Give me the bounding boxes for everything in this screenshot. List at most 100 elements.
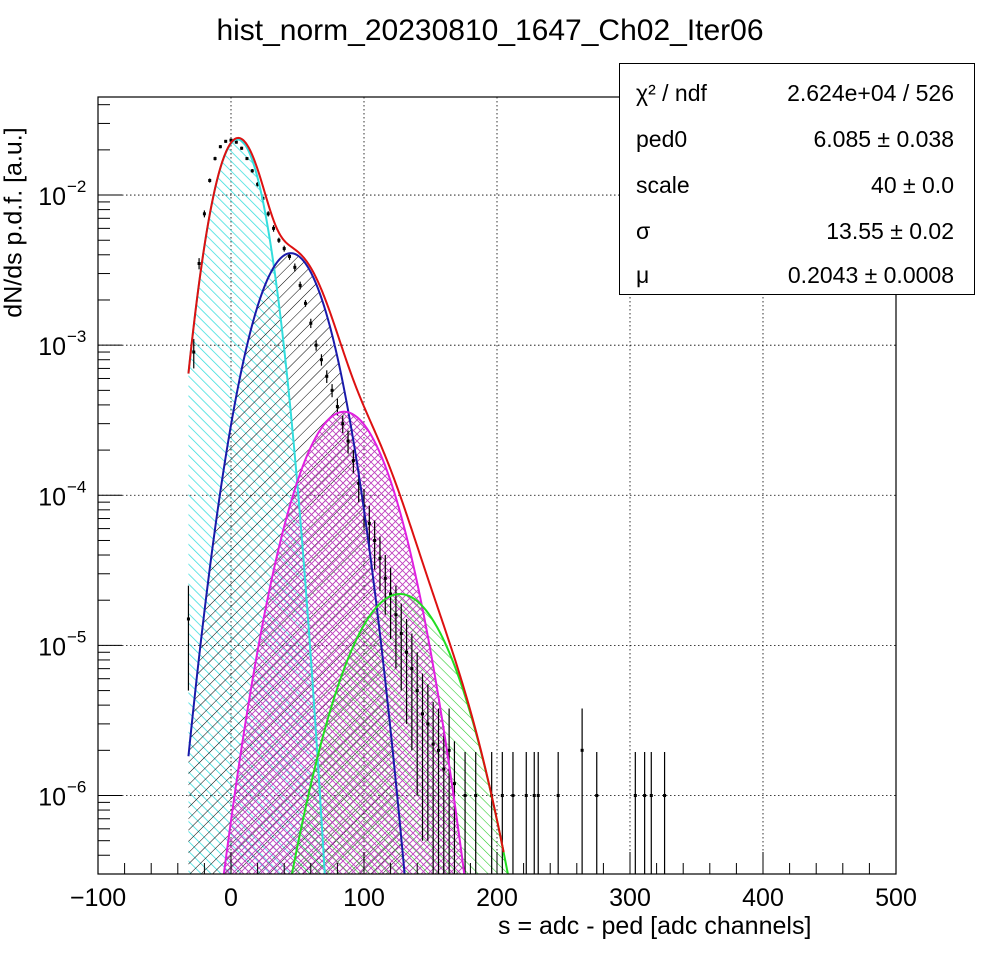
data-point [421, 712, 425, 716]
data-point [436, 748, 440, 752]
data-point [186, 617, 190, 621]
data-point [224, 139, 228, 143]
data-point [405, 650, 409, 654]
data-point [330, 388, 334, 392]
data-point [643, 794, 647, 798]
data-point [500, 794, 504, 798]
data-point [240, 146, 244, 150]
data-point [234, 140, 238, 144]
data-point [256, 182, 260, 186]
y-tick-exponent: −2 [67, 177, 86, 196]
y-tick-exponent: −3 [67, 327, 86, 346]
y-tick-label: 10 [38, 483, 66, 511]
stat-row-chi2: χ² / ndf 2.624e+04 / 526 [620, 72, 974, 118]
data-point [266, 212, 270, 216]
data-point [303, 301, 307, 305]
fit-curves [187, 136, 509, 874]
stat-row-scale: scale 40 ± 0.0 [620, 164, 974, 210]
data-point [556, 794, 560, 798]
stat-name: scale [636, 172, 690, 198]
data-point [229, 138, 233, 142]
data-point [410, 667, 414, 671]
x-tick-label: −100 [70, 884, 126, 912]
y-tick-exponent: −4 [67, 477, 86, 496]
data-point [250, 169, 254, 173]
data-point [218, 145, 222, 149]
data-point [474, 794, 478, 798]
data-point [367, 521, 371, 525]
data-point [511, 794, 515, 798]
data-point [394, 613, 398, 617]
data-point [351, 459, 355, 463]
data-point [319, 358, 323, 362]
data-point [663, 794, 667, 798]
data-point [389, 592, 393, 596]
stat-value: 6.085 ± 0.038 [813, 126, 954, 152]
x-tick-label: 100 [343, 884, 385, 912]
data-point [208, 179, 212, 183]
stat-row-mu: μ 0.2043 ± 0.0008 [620, 254, 974, 300]
data-point [314, 343, 318, 347]
data-point [383, 576, 387, 580]
data-point [197, 261, 201, 265]
data-point [524, 794, 528, 798]
data-point [346, 439, 350, 443]
data-point [463, 794, 467, 798]
y-tick-label: 10 [38, 633, 66, 661]
x-axis-label: s = adc - ped [adc channels] [498, 912, 812, 940]
x-tick-label: 500 [875, 884, 917, 912]
stat-value: 2.624e+04 / 526 [787, 80, 954, 106]
stat-value: 13.55 ± 0.02 [826, 218, 954, 244]
data-points [186, 138, 667, 874]
data-point [633, 794, 637, 798]
fit-stats-box: χ² / ndf 2.624e+04 / 526 ped0 6.085 ± 0.… [619, 63, 975, 295]
data-point [649, 794, 653, 798]
data-point [288, 254, 292, 258]
stat-value: 0.2043 ± 0.0008 [787, 262, 954, 288]
data-point [202, 212, 206, 216]
data-point [277, 238, 281, 242]
data-point [452, 782, 456, 786]
stat-value: 40 ± 0.0 [871, 172, 954, 198]
axis-ticks [97, 104, 897, 875]
stat-name: χ² / ndf [636, 80, 707, 106]
data-point [426, 722, 430, 726]
data-point [399, 632, 403, 636]
stat-name: σ [636, 218, 651, 244]
data-point [580, 748, 584, 752]
data-point [245, 157, 249, 161]
data-point [282, 247, 286, 251]
x-tick-label: 300 [609, 884, 651, 912]
data-point [192, 350, 196, 354]
y-tick-label: 10 [38, 784, 66, 812]
data-point [293, 265, 297, 269]
data-point [335, 405, 339, 409]
stat-name: μ [636, 262, 650, 288]
data-point [213, 157, 217, 161]
y-tick-label: 10 [38, 183, 66, 211]
x-tick-label: 400 [742, 884, 784, 912]
component-curve [222, 410, 466, 874]
x-tick-label: 200 [476, 884, 518, 912]
data-point [442, 767, 446, 771]
data-point [325, 374, 329, 378]
data-point [298, 283, 302, 287]
y-tick-label: 10 [38, 333, 66, 361]
data-point [536, 794, 540, 798]
stat-name: ped0 [636, 126, 688, 152]
y-axis-label: dN/ds p.d.f. [a.u.] [0, 127, 28, 318]
y-tick-exponent: −6 [67, 778, 86, 797]
data-point [532, 794, 536, 798]
data-point [373, 538, 377, 542]
chart-title: hist_norm_20230810_1647_Ch02_Iter06 [216, 14, 764, 47]
data-point [431, 742, 435, 746]
data-point [341, 422, 345, 426]
y-tick-exponent: −5 [67, 627, 86, 646]
data-point [447, 748, 451, 752]
data-point [378, 556, 382, 560]
component-curve [187, 252, 406, 874]
data-point [415, 689, 419, 693]
data-point [309, 321, 313, 325]
